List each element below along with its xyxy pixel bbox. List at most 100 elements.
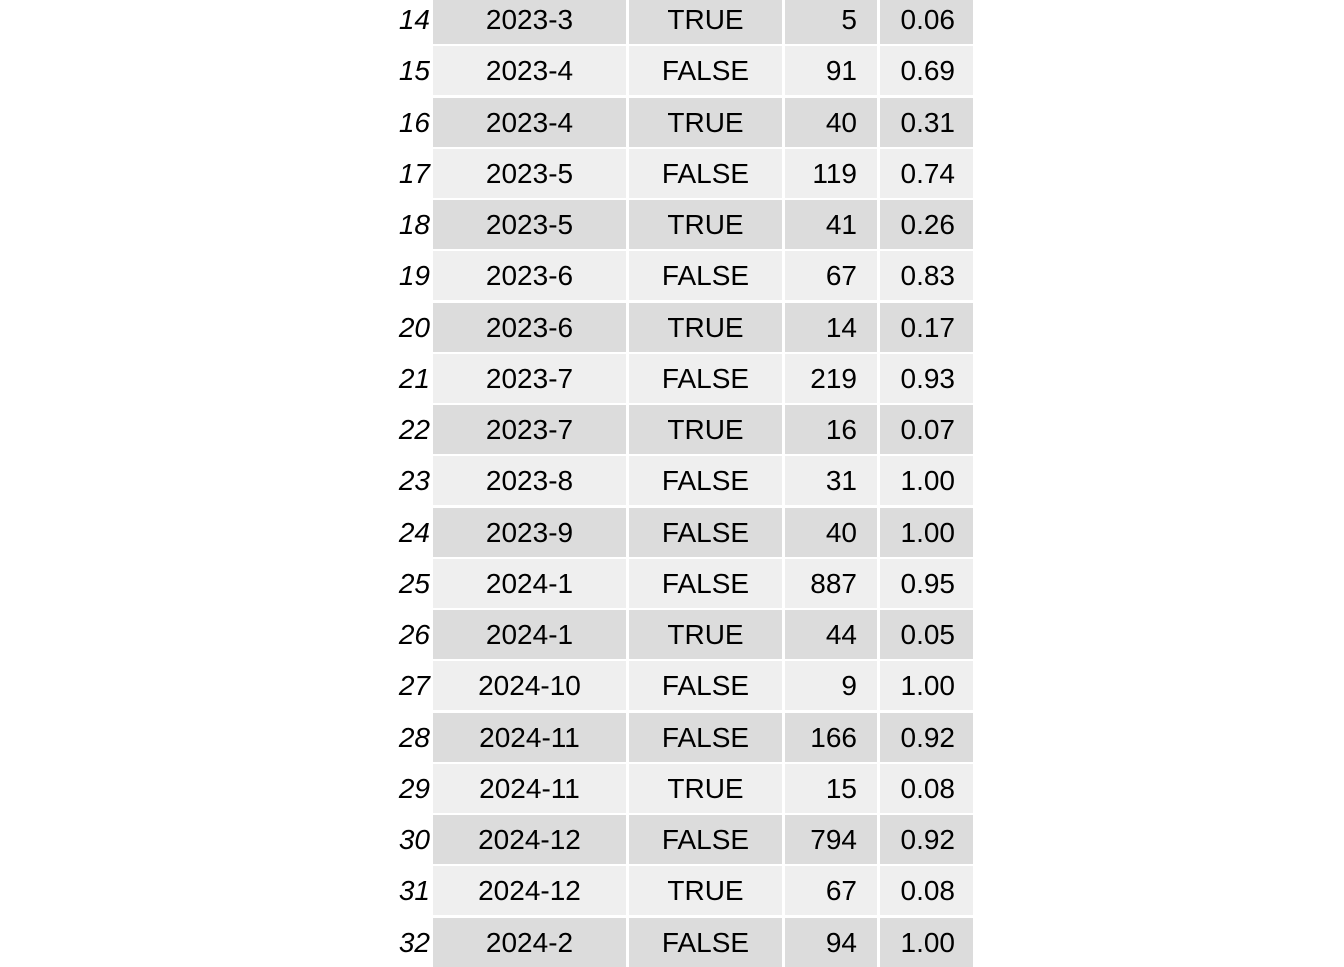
flag-cell: FALSE — [629, 507, 782, 557]
flag-cell: FALSE — [629, 558, 782, 608]
share-cell: 0.08 — [880, 866, 973, 916]
row-number: 16 — [380, 97, 430, 147]
count-cell: 14 — [785, 302, 877, 352]
count-cell: 67 — [785, 251, 877, 301]
count-cell: 94 — [785, 917, 877, 967]
period-cell: 2024-11 — [433, 763, 626, 813]
period-cell: 2024-10 — [433, 661, 626, 711]
table-row: 31 2024-12 TRUE 67 0.08 — [0, 866, 1344, 916]
row-number: 27 — [380, 661, 430, 711]
period-cell: 2023-8 — [433, 456, 626, 506]
share-cell: 0.17 — [880, 302, 973, 352]
row-number: 32 — [380, 917, 430, 967]
row-number: 31 — [380, 866, 430, 916]
share-cell: 0.83 — [880, 251, 973, 301]
flag-cell: TRUE — [629, 0, 782, 44]
period-cell: 2024-12 — [433, 815, 626, 864]
period-cell: 2023-7 — [433, 405, 626, 454]
share-cell: 0.31 — [880, 97, 973, 147]
flag-cell: TRUE — [629, 763, 782, 813]
table-row: 28 2024-11 FALSE 166 0.92 — [0, 712, 1344, 762]
flag-cell: TRUE — [629, 610, 782, 659]
table-row: 25 2024-1 FALSE 887 0.95 — [0, 558, 1344, 608]
table-row: 19 2023-6 FALSE 67 0.83 — [0, 251, 1344, 301]
row-number: 17 — [380, 148, 430, 198]
period-cell: 2024-11 — [433, 712, 626, 762]
flag-cell: TRUE — [629, 866, 782, 916]
share-cell: 0.06 — [880, 0, 973, 44]
flag-cell: FALSE — [629, 46, 782, 96]
count-cell: 887 — [785, 558, 877, 608]
count-cell: 119 — [785, 148, 877, 198]
share-cell: 0.07 — [880, 405, 973, 454]
count-cell: 91 — [785, 46, 877, 96]
period-cell: 2023-5 — [433, 200, 626, 249]
table-row: 14 2023-3 TRUE 5 0.06 — [0, 0, 1344, 44]
table-row: 23 2023-8 FALSE 31 1.00 — [0, 456, 1344, 506]
count-cell: 219 — [785, 353, 877, 403]
table-row: 20 2023-6 TRUE 14 0.17 — [0, 302, 1344, 352]
row-number: 26 — [380, 610, 430, 659]
share-cell: 0.74 — [880, 148, 973, 198]
period-cell: 2023-4 — [433, 46, 626, 96]
flag-cell: FALSE — [629, 456, 782, 506]
flag-cell: TRUE — [629, 302, 782, 352]
count-cell: 40 — [785, 97, 877, 147]
share-cell: 1.00 — [880, 661, 973, 711]
table-row: 17 2023-5 FALSE 119 0.74 — [0, 148, 1344, 198]
table-row: 29 2024-11 TRUE 15 0.08 — [0, 763, 1344, 813]
count-cell: 794 — [785, 815, 877, 864]
table-row: 22 2023-7 TRUE 16 0.07 — [0, 405, 1344, 454]
count-cell: 15 — [785, 763, 877, 813]
flag-cell: TRUE — [629, 200, 782, 249]
row-number: 19 — [380, 251, 430, 301]
period-cell: 2024-1 — [433, 558, 626, 608]
period-cell: 2023-7 — [433, 353, 626, 403]
row-number: 22 — [380, 405, 430, 454]
row-number: 15 — [380, 46, 430, 96]
flag-cell: FALSE — [629, 712, 782, 762]
count-cell: 41 — [785, 200, 877, 249]
table-row: 24 2023-9 FALSE 40 1.00 — [0, 507, 1344, 557]
count-cell: 31 — [785, 456, 877, 506]
count-cell: 44 — [785, 610, 877, 659]
table-row: 27 2024-10 FALSE 9 1.00 — [0, 661, 1344, 711]
share-cell: 0.92 — [880, 815, 973, 864]
share-cell: 0.92 — [880, 712, 973, 762]
flag-cell: FALSE — [629, 353, 782, 403]
period-cell: 2024-2 — [433, 917, 626, 967]
row-number: 23 — [380, 456, 430, 506]
flag-cell: FALSE — [629, 917, 782, 967]
period-cell: 2023-6 — [433, 251, 626, 301]
table-row: 32 2024-2 FALSE 94 1.00 — [0, 917, 1344, 967]
table-row: 30 2024-12 FALSE 794 0.92 — [0, 815, 1344, 864]
period-cell: 2024-12 — [433, 866, 626, 916]
period-cell: 2023-5 — [433, 148, 626, 198]
period-cell: 2023-9 — [433, 507, 626, 557]
count-cell: 5 — [785, 0, 877, 44]
share-cell: 0.69 — [880, 46, 973, 96]
flag-cell: FALSE — [629, 251, 782, 301]
flag-cell: TRUE — [629, 405, 782, 454]
share-cell: 1.00 — [880, 917, 973, 967]
period-cell: 2023-6 — [433, 302, 626, 352]
share-cell: 0.08 — [880, 763, 973, 813]
row-number: 18 — [380, 200, 430, 249]
table-row: 15 2023-4 FALSE 91 0.69 — [0, 46, 1344, 96]
row-number: 29 — [380, 763, 430, 813]
row-number: 14 — [380, 0, 430, 44]
share-cell: 0.26 — [880, 200, 973, 249]
row-number: 24 — [380, 507, 430, 557]
table-row: 16 2023-4 TRUE 40 0.31 — [0, 97, 1344, 147]
count-cell: 166 — [785, 712, 877, 762]
period-cell: 2024-1 — [433, 610, 626, 659]
share-cell: 1.00 — [880, 507, 973, 557]
share-cell: 0.93 — [880, 353, 973, 403]
flag-cell: TRUE — [629, 97, 782, 147]
count-cell: 67 — [785, 866, 877, 916]
flag-cell: FALSE — [629, 661, 782, 711]
row-number: 20 — [380, 302, 430, 352]
flag-cell: FALSE — [629, 815, 782, 864]
share-cell: 0.05 — [880, 610, 973, 659]
